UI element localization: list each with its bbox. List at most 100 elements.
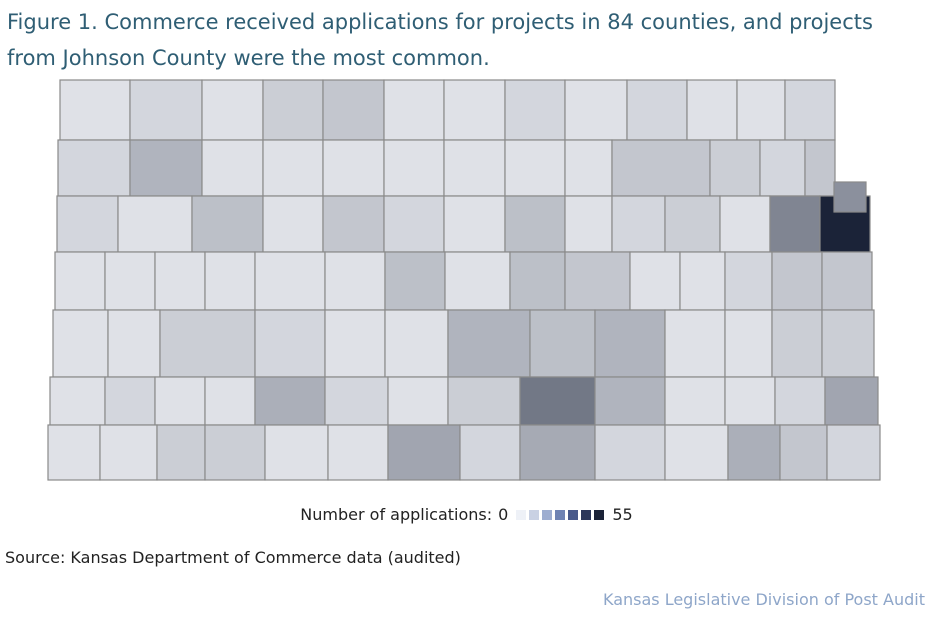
- legend-swatch: [555, 510, 566, 520]
- county: [821, 251, 873, 311]
- county: [384, 309, 449, 378]
- legend-label: Number of applications:: [300, 505, 493, 524]
- county: [154, 251, 206, 311]
- county: [833, 181, 867, 213]
- legend-max: 55: [612, 505, 633, 524]
- legend-swatch: [542, 510, 553, 520]
- credit: Kansas Legislative Division of Post Audi…: [602, 590, 925, 609]
- county: [564, 195, 613, 253]
- county: [664, 424, 729, 481]
- legend-swatch: [529, 510, 540, 520]
- county: [52, 309, 109, 378]
- county: [154, 376, 206, 426]
- county: [129, 79, 203, 141]
- county: [47, 424, 101, 481]
- county: [262, 139, 324, 197]
- county: [529, 309, 596, 378]
- county: [679, 251, 726, 311]
- county: [383, 195, 445, 253]
- county: [104, 251, 156, 311]
- county: [322, 79, 385, 141]
- county: [327, 424, 389, 481]
- county: [771, 309, 823, 378]
- county: [324, 376, 389, 426]
- legend-swatch: [516, 510, 527, 520]
- county: [594, 424, 666, 481]
- county: [129, 139, 203, 197]
- county: [664, 195, 721, 253]
- county: [821, 309, 875, 378]
- county: [201, 79, 264, 141]
- county: [443, 79, 506, 141]
- county: [784, 79, 836, 141]
- county: [724, 251, 773, 311]
- county: [191, 195, 264, 253]
- legend-swatch: [581, 510, 592, 520]
- county: [383, 79, 445, 141]
- county: [104, 376, 156, 426]
- county: [779, 424, 828, 481]
- county: [156, 424, 206, 481]
- county: [509, 251, 566, 311]
- county: [322, 195, 385, 253]
- county: [384, 251, 446, 311]
- county: [59, 79, 131, 141]
- county: [519, 424, 596, 481]
- county: [611, 139, 711, 197]
- county: [254, 309, 326, 378]
- legend-swatches: [516, 505, 607, 524]
- county: [759, 139, 806, 197]
- county: [611, 195, 666, 253]
- county: [324, 309, 386, 378]
- county: [383, 139, 445, 197]
- county: [771, 251, 823, 311]
- kansas-map: [47, 79, 881, 481]
- county: [444, 251, 511, 311]
- legend-swatch: [568, 510, 579, 520]
- county: [443, 195, 506, 253]
- county: [204, 376, 256, 426]
- county: [254, 376, 326, 426]
- county: [57, 139, 131, 197]
- county: [107, 309, 161, 378]
- county: [736, 79, 786, 141]
- county: [727, 424, 781, 481]
- source-note: Source: Kansas Department of Commerce da…: [5, 548, 461, 567]
- legend-min: 0: [498, 505, 509, 524]
- county: [594, 309, 666, 378]
- county: [564, 79, 628, 141]
- county: [826, 424, 881, 481]
- county: [49, 376, 106, 426]
- county: [504, 139, 566, 197]
- county: [204, 424, 266, 481]
- legend: Number of applications: 0 55: [0, 505, 933, 524]
- county: [594, 376, 666, 426]
- county: [387, 424, 461, 481]
- county: [204, 251, 256, 311]
- county: [629, 251, 681, 311]
- county: [201, 139, 264, 197]
- county: [56, 195, 119, 253]
- county: [159, 309, 256, 378]
- county: [824, 376, 879, 426]
- county: [443, 139, 506, 197]
- county: [447, 309, 531, 378]
- county: [459, 424, 521, 481]
- county: [686, 79, 738, 141]
- county: [709, 139, 761, 197]
- county: [519, 376, 596, 426]
- county: [447, 376, 521, 426]
- county: [117, 195, 193, 253]
- county: [322, 139, 385, 197]
- county: [504, 79, 566, 141]
- figure-title: Figure 1. Commerce received applications…: [7, 10, 873, 70]
- county: [719, 195, 771, 253]
- county: [54, 251, 106, 311]
- county: [664, 376, 726, 426]
- county: [504, 195, 566, 253]
- county: [254, 251, 326, 311]
- county: [724, 309, 773, 378]
- county: [564, 251, 631, 311]
- county: [724, 376, 776, 426]
